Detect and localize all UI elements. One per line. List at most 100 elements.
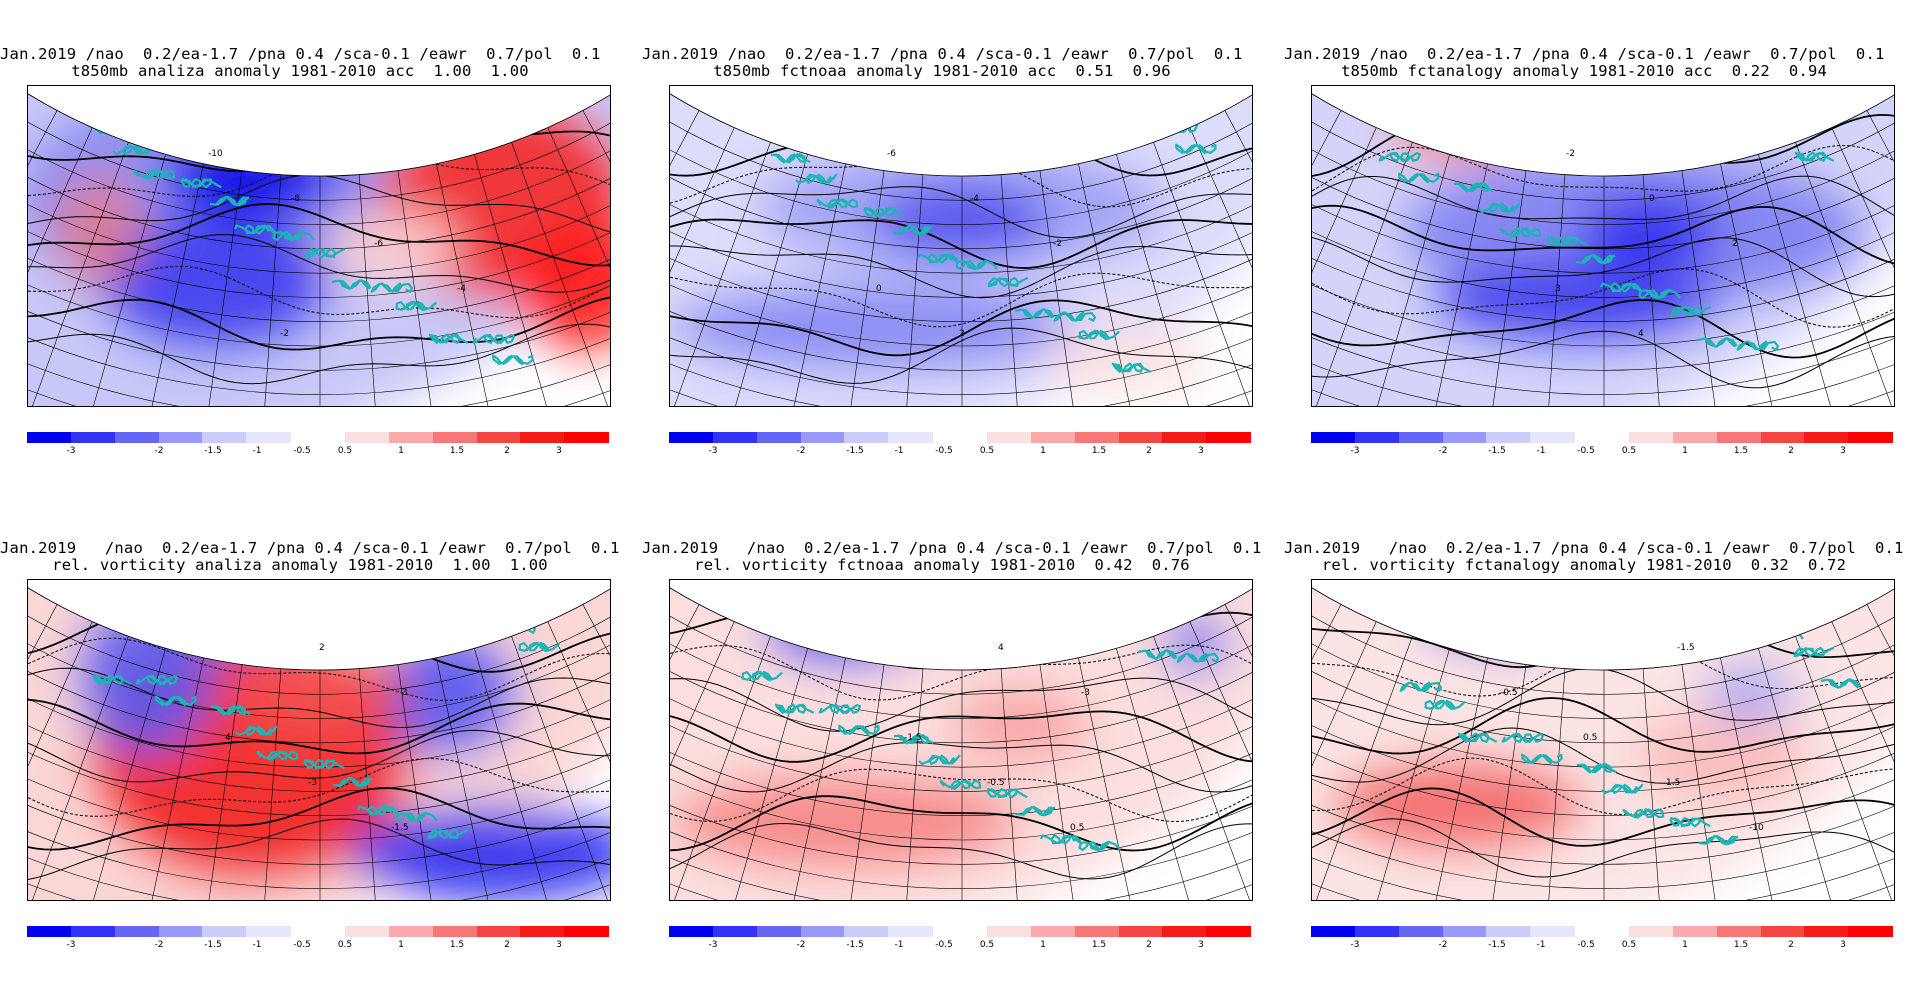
parallel-line xyxy=(670,86,1252,274)
colorbar-swatch xyxy=(888,926,934,937)
coastline xyxy=(155,695,197,707)
coastline xyxy=(332,776,373,788)
map-frame: -10 -8 -6 -4 -2 xyxy=(27,85,611,407)
contour-value-label: -0.5 xyxy=(987,778,1005,788)
parallel-line xyxy=(670,580,1252,744)
colorbar-tick-label: 1 xyxy=(398,446,404,456)
panel-title-line1: Jan.2019 /nao 0.2/ea-1.7 /pna 0.4 /sca-0… xyxy=(0,45,601,63)
colorbar-tick-label: 0.5 xyxy=(979,446,995,456)
colorbar-swatch xyxy=(987,926,1032,937)
anomaly-shading xyxy=(1312,580,1894,900)
coastline xyxy=(356,805,400,816)
contour-line xyxy=(670,768,1252,823)
meridian-line xyxy=(1312,127,1377,406)
anomaly-shading xyxy=(670,773,1021,870)
coastline xyxy=(256,750,299,761)
colorbar-swatch xyxy=(432,432,478,443)
parallel-line xyxy=(670,580,1252,768)
colorbar-tick-label: 1.5 xyxy=(1733,446,1749,456)
colorbar-tick-label: 1 xyxy=(1040,940,1046,950)
parallel-line xyxy=(670,86,1252,371)
map-frame: -6 -4 -2 0 2 xyxy=(669,85,1253,407)
colorbar-tick-label: -2 xyxy=(1438,446,1448,456)
coastline xyxy=(795,173,838,185)
colorbar-swatch xyxy=(114,926,160,937)
map-outline xyxy=(28,587,610,671)
coastline xyxy=(472,333,516,345)
colorbar-tick-label: 3 xyxy=(1840,940,1846,950)
parallel-line xyxy=(670,580,1252,695)
coastline xyxy=(1698,834,1739,846)
contour-value-label: 0 xyxy=(1649,194,1655,204)
parallel-line xyxy=(670,580,1252,817)
coastline xyxy=(918,754,961,766)
coastline xyxy=(1722,623,1766,634)
coastline xyxy=(1669,816,1711,828)
coastline xyxy=(838,724,880,736)
colorbar-swatch xyxy=(669,926,714,937)
meridian-line xyxy=(1866,110,1894,406)
colorbar: -3 -2 -1.5 -1 -0.5 0.5 1 1.5 2 3 xyxy=(27,926,611,956)
coastline xyxy=(1575,253,1616,265)
coastline xyxy=(518,641,560,653)
contour-line xyxy=(28,637,610,701)
coastline xyxy=(235,725,278,737)
meridian-line xyxy=(1312,604,1342,900)
coastline xyxy=(916,253,960,264)
colorbar: -3 -2 -1.5 -1 -0.5 0.5 1 1.5 2 3 xyxy=(27,432,611,462)
parallel-line xyxy=(28,580,610,719)
anomaly-shading xyxy=(320,208,461,286)
colorbar-swatch xyxy=(564,926,610,937)
contour-value-label: -2 xyxy=(1053,239,1062,249)
colorbar-swatch xyxy=(114,432,160,443)
coastline xyxy=(741,670,783,682)
coastline xyxy=(939,779,982,790)
contour-line xyxy=(670,327,1252,384)
coastline xyxy=(1111,362,1152,373)
contour-line xyxy=(670,742,1252,793)
colorbar-tick-label: 1 xyxy=(1682,446,1688,456)
colorbar-tick-label: -1.5 xyxy=(846,940,864,950)
coastline xyxy=(493,623,537,634)
coastline xyxy=(91,674,132,685)
coastline xyxy=(771,153,811,164)
parallel-line xyxy=(1312,86,1894,201)
coastline xyxy=(986,787,1028,799)
colorbar-swatch xyxy=(1118,432,1164,443)
coastline xyxy=(1599,282,1643,293)
colorbar-swatch xyxy=(1074,926,1120,937)
colorbar-swatch xyxy=(70,926,116,937)
colorbar-tick-label: -1 xyxy=(894,446,904,456)
colorbar-tick-label: -3 xyxy=(66,446,76,456)
contour-line xyxy=(28,818,610,880)
colorbar-tick-label: 3 xyxy=(1198,940,1204,950)
parallel-line xyxy=(670,580,1252,792)
contour-value-label: 3 xyxy=(402,688,408,698)
contour-line xyxy=(670,218,1252,269)
coastline xyxy=(133,169,176,180)
map-outline xyxy=(670,587,1252,671)
colorbar-swatch xyxy=(1760,926,1806,937)
contour-line xyxy=(670,677,1252,732)
parallel-line xyxy=(28,580,610,865)
map-panel: Jan.2019 /nao 0.2/ea-1.7 /pna 0.4 /sca-0… xyxy=(1284,0,1895,480)
colorbar-tick-label: 0.5 xyxy=(979,940,995,950)
colorbar-swatch xyxy=(1162,926,1208,937)
map-panel: Jan.2019 /nao 0.2/ea-1.7 /pna 0.4 /sca-0… xyxy=(1284,494,1903,974)
parallel-line xyxy=(1312,580,1894,744)
colorbar-tick-label: 3 xyxy=(556,446,562,456)
map-outline xyxy=(1312,587,1894,671)
parallel-line xyxy=(1312,580,1894,841)
meridian-line xyxy=(1312,621,1377,900)
colorbar-swatch xyxy=(1804,432,1850,443)
anomaly-shading xyxy=(950,686,1091,764)
contour-value-label: 0.5 xyxy=(1070,823,1084,833)
parallel-line xyxy=(1312,95,1894,395)
coastline xyxy=(1039,834,1083,845)
colorbar-tick-label: 1 xyxy=(398,940,404,950)
coastline xyxy=(135,674,179,686)
colorbar-swatch xyxy=(1311,432,1356,443)
panel-title-line2: rel. vorticity analiza anomaly 1981-2010… xyxy=(52,556,548,574)
colorbar-tick-label: -3 xyxy=(1350,446,1360,456)
colorbar-tick-label: -0.5 xyxy=(293,940,311,950)
